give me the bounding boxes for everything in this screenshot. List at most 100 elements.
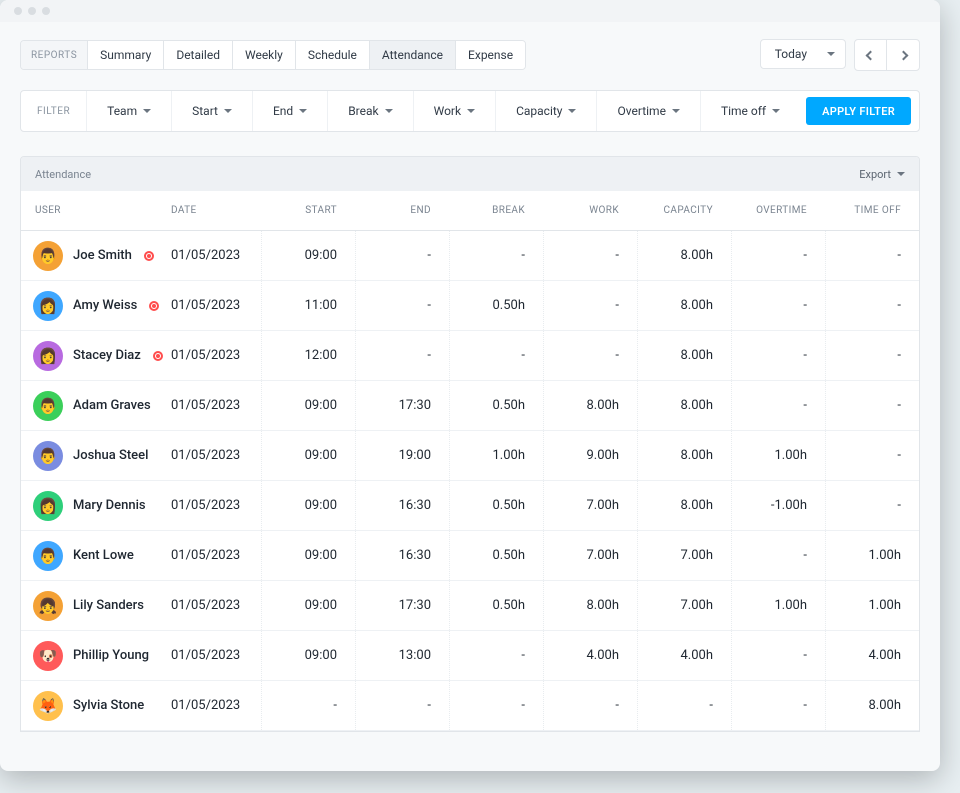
th-break: BREAK <box>449 205 543 216</box>
cell-work: 8.00h <box>543 581 637 630</box>
filter-item-label: Overtime <box>617 104 665 118</box>
cell-user: 🐶 Phillip Young <box>21 641 171 671</box>
report-tabs: REPORTS SummaryDetailedWeeklyScheduleAtt… <box>20 40 526 70</box>
tab-weekly[interactable]: Weekly <box>233 41 296 69</box>
period-nav <box>854 39 920 71</box>
caret-down-icon <box>385 109 393 113</box>
cell-break: 0.50h <box>449 531 543 580</box>
cell-timeoff: 1.00h <box>825 581 919 630</box>
cell-date: 01/05/2023 <box>171 481 261 530</box>
user-name: Amy Weiss <box>73 298 137 313</box>
th-user: USER <box>21 205 171 216</box>
period-dropdown[interactable]: Today <box>760 39 846 69</box>
user-name: Phillip Young <box>73 648 149 663</box>
filter-item-label: Team <box>107 104 137 118</box>
table-row[interactable]: 👨Joe Smith01/05/202309:00---8.00h-- <box>21 231 919 281</box>
caret-down-icon <box>143 109 151 113</box>
th-capacity: CAPACITY <box>637 205 731 216</box>
cell-date: 01/05/2023 <box>171 631 261 680</box>
cell-user: 👩Stacey Diaz <box>21 341 171 371</box>
th-end: END <box>355 205 449 216</box>
cell-break: - <box>449 681 543 730</box>
cell-start: 09:00 <box>261 481 355 530</box>
cell-timeoff: 4.00h <box>825 631 919 680</box>
cell-start: 09:00 <box>261 531 355 580</box>
cell-date: 01/05/2023 <box>171 531 261 580</box>
table-row[interactable]: 🐶Phillip Young01/05/202309:0013:00-4.00h… <box>21 631 919 681</box>
filter-end[interactable]: End <box>253 91 327 131</box>
cell-work: - <box>543 281 637 330</box>
filter-capacity[interactable]: Capacity <box>496 91 596 131</box>
cell-overtime: - <box>731 681 825 730</box>
cell-overtime: 1.00h <box>731 581 825 630</box>
cell-overtime: - <box>731 331 825 380</box>
filter-time-off[interactable]: Time off <box>701 91 800 131</box>
cell-work: 7.00h <box>543 531 637 580</box>
table-row[interactable]: 👨Kent Lowe01/05/202309:0016:300.50h7.00h… <box>21 531 919 581</box>
cell-work: 8.00h <box>543 381 637 430</box>
tab-detailed[interactable]: Detailed <box>164 41 233 69</box>
cell-user: 👧Lily Sanders <box>21 591 171 621</box>
avatar: 🐶 <box>33 641 63 671</box>
cell-overtime: - <box>731 231 825 280</box>
cell-work: 7.00h <box>543 481 637 530</box>
th-start: START <box>261 205 355 216</box>
tab-expense[interactable]: Expense <box>456 41 525 69</box>
cell-start: 09:00 <box>261 231 355 280</box>
cell-start: 12:00 <box>261 331 355 380</box>
avatar: 👧 <box>33 591 63 621</box>
tab-attendance[interactable]: Attendance <box>370 41 456 69</box>
caret-down-icon <box>568 109 576 113</box>
cell-end: 16:30 <box>355 481 449 530</box>
filter-break[interactable]: Break <box>328 91 412 131</box>
cell-break: 1.00h <box>449 431 543 480</box>
table-row[interactable]: 🦊Sylvia Stone01/05/2023------8.00h <box>21 681 919 731</box>
filter-work[interactable]: Work <box>414 91 495 131</box>
cell-timeoff: - <box>825 431 919 480</box>
filter-start[interactable]: Start <box>172 91 252 131</box>
user-name: Joshua Steel <box>73 448 148 463</box>
cell-end: 16:30 <box>355 531 449 580</box>
prev-period-button[interactable] <box>855 40 887 70</box>
cell-break: - <box>449 631 543 680</box>
caret-down-icon <box>897 172 905 176</box>
table-row[interactable]: 👩Amy Weiss01/05/202311:00-0.50h-8.00h-- <box>21 281 919 331</box>
cell-user: 👩 Amy Weiss <box>21 291 171 321</box>
export-dropdown[interactable]: Export <box>859 168 905 181</box>
table-row[interactable]: 👨Joshua Steel01/05/202309:0019:001.00h9.… <box>21 431 919 481</box>
cell-capacity: 7.00h <box>637 531 731 580</box>
cell-timeoff: - <box>825 331 919 380</box>
cell-end: - <box>355 681 449 730</box>
cell-break: 0.50h <box>449 281 543 330</box>
filter-team[interactable]: Team <box>87 91 171 131</box>
table-header: USER DATE START END BREAK WORK CAPACITY … <box>21 191 919 231</box>
th-work: WORK <box>543 205 637 216</box>
caret-down-icon <box>299 109 307 113</box>
next-period-button[interactable] <box>887 40 919 70</box>
cell-end: 17:30 <box>355 381 449 430</box>
table-row[interactable]: 👩Mary Dennis01/05/202309:0016:300.50h7.0… <box>21 481 919 531</box>
caret-down-icon <box>772 109 780 113</box>
cell-capacity: 8.00h <box>637 431 731 480</box>
cell-timeoff: 1.00h <box>825 531 919 580</box>
avatar: 👩 <box>33 291 63 321</box>
tab-schedule[interactable]: Schedule <box>296 41 370 69</box>
avatar: 🦊 <box>33 691 63 721</box>
table-row[interactable]: 👩Stacey Diaz01/05/202312:00---8.00h-- <box>21 331 919 381</box>
traffic-light-dot <box>28 7 36 15</box>
cell-capacity: 8.00h <box>637 381 731 430</box>
tab-summary[interactable]: Summary <box>88 41 164 69</box>
table-row[interactable]: 👨Adam Graves01/05/202309:0017:300.50h8.0… <box>21 381 919 431</box>
cell-capacity: 4.00h <box>637 631 731 680</box>
avatar: 👨 <box>33 441 63 471</box>
filter-overtime[interactable]: Overtime <box>597 91 699 131</box>
table-row[interactable]: 👧Lily Sanders01/05/202309:0017:300.50h8.… <box>21 581 919 631</box>
cell-end: - <box>355 231 449 280</box>
cell-date: 01/05/2023 <box>171 281 261 330</box>
th-timeoff: TIME OFF <box>825 205 919 216</box>
cell-break: 0.50h <box>449 481 543 530</box>
cell-timeoff: - <box>825 381 919 430</box>
cell-user: 👨Kent Lowe <box>21 541 171 571</box>
apply-filter-button[interactable]: APPLY FILTER <box>806 97 911 125</box>
window-titlebar <box>0 0 940 22</box>
